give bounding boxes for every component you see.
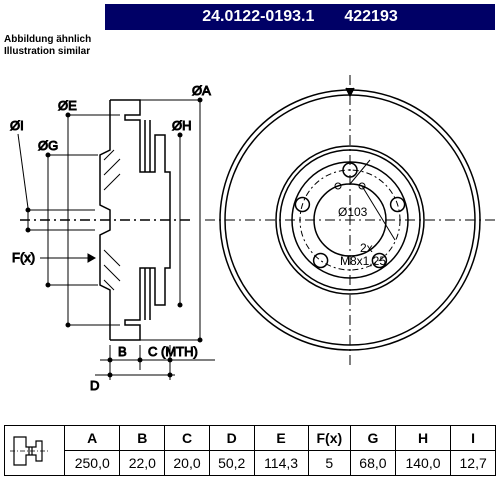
col-c: C [165,426,210,451]
val-d: 50,2 [209,451,254,476]
col-i: I [451,426,496,451]
dim-oe: ØE [58,98,77,113]
dimension-table: A B C D E F(x) G H I 250,0 22,0 20,0 50,… [4,425,496,476]
dim-b: B [118,344,127,359]
disc-icon-cell [5,426,65,476]
table-header-row: A B C D E F(x) G H I [5,426,496,451]
front-view [205,75,495,365]
val-e: 114,3 [254,451,308,476]
val-b: 22,0 [120,451,165,476]
col-b: B [120,426,165,451]
header-bar: 24.0122-0193.1 422193 [105,4,495,30]
dim-oh: ØH [172,118,192,133]
technical-drawing: ØI ØG ØE ØH ØA F(x) [0,60,500,400]
dim-c: C (MTH) [148,344,198,359]
col-e: E [254,426,308,451]
subtitle: Abbildung ähnlich Illustration similar [4,34,91,58]
col-a: A [65,426,120,451]
part-number: 24.0122-0193.1 [202,8,314,26]
col-d: D [209,426,254,451]
val-c: 20,0 [165,451,210,476]
dim-og: ØG [38,138,58,153]
col-h: H [395,426,450,451]
val-h: 140,0 [395,451,450,476]
bore-label: Ø103 [338,205,368,219]
side-view [20,100,190,340]
dim-oi: ØI [10,118,24,133]
subtitle-en: Illustration similar [4,46,91,58]
subtitle-de: Abbildung ähnlich [4,34,91,46]
table-value-row: 250,0 22,0 20,0 50,2 114,3 5 68,0 140,0 … [5,451,496,476]
dim-d: D [90,378,99,393]
thread-label: M8x1,25 [340,254,386,268]
val-g: 68,0 [351,451,396,476]
dim-oa: ØA [192,83,211,98]
dim-fx: F(x) [12,250,35,265]
thread-count: 2x [360,241,373,255]
col-g: G [351,426,396,451]
val-i: 12,7 [451,451,496,476]
val-a: 250,0 [65,451,120,476]
val-f: 5 [308,451,351,476]
col-f: F(x) [308,426,351,451]
part-code: 422193 [344,8,397,26]
